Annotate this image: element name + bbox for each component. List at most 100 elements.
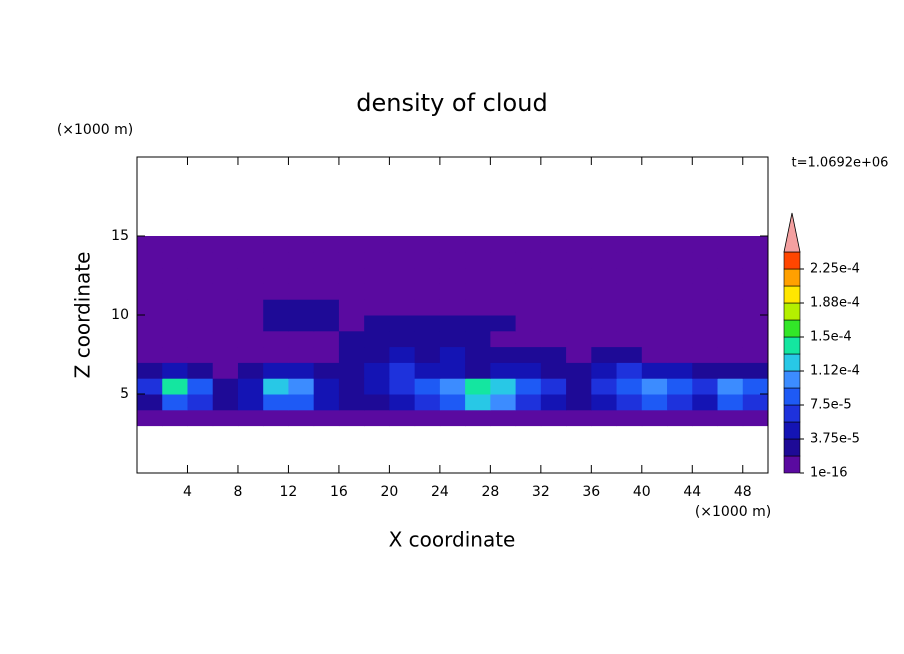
- contour-cell: [313, 315, 340, 332]
- contour-cell: [338, 299, 365, 316]
- contour-cell: [338, 346, 365, 363]
- contour-cell: [237, 283, 264, 300]
- contour-cell: [439, 299, 466, 316]
- contour-cell: [263, 299, 289, 316]
- contour-cell: [667, 299, 693, 316]
- contour-cell: [465, 378, 491, 395]
- contour-cell: [237, 378, 264, 395]
- contour-cell: [263, 362, 289, 379]
- contour-cell: [692, 299, 719, 316]
- contour-cell: [641, 315, 668, 332]
- contour-cell: [263, 283, 289, 300]
- contour-cell: [187, 394, 214, 411]
- contour-cell: [667, 330, 693, 348]
- contour-cell: [591, 283, 618, 300]
- contour-cell: [439, 346, 466, 363]
- contour-cell: [490, 394, 517, 411]
- contour-cell: [364, 267, 390, 284]
- contour-cell: [212, 394, 239, 411]
- contour-cell: [237, 346, 264, 363]
- contour-cell: [288, 299, 315, 316]
- contour-cell: [465, 236, 491, 253]
- contour-cell: [212, 299, 239, 316]
- contour-cell: [465, 299, 491, 316]
- contour-cell: [338, 362, 365, 379]
- contour-cell: [313, 236, 340, 253]
- contour-cell: [237, 251, 264, 269]
- contour-cell: [566, 394, 592, 411]
- contour-cell: [364, 330, 390, 348]
- contour-cell: [414, 394, 441, 411]
- contour-cell: [616, 251, 643, 269]
- contour-cell: [692, 378, 719, 395]
- contour-cell: [616, 362, 643, 379]
- contour-cell: [338, 315, 365, 332]
- contour-cell: [162, 299, 188, 316]
- colorbar-tick-label: 7.5e-5: [810, 398, 852, 413]
- contour-cell: [414, 267, 441, 284]
- contour-cell: [641, 299, 668, 316]
- contour-cell: [566, 378, 592, 395]
- contour-cell: [616, 299, 643, 316]
- contour-cell: [439, 283, 466, 300]
- contour-cell: [288, 267, 315, 284]
- contour-cell: [364, 362, 390, 379]
- contour-cell: [237, 315, 264, 332]
- contour-cell: [515, 394, 542, 411]
- contour-cell: [313, 409, 340, 427]
- contour-cell: [137, 378, 163, 395]
- contour-cell: [667, 267, 693, 284]
- contour-cell: [364, 378, 390, 395]
- contour-cell: [288, 330, 315, 348]
- chart-title: density of cloud: [356, 89, 547, 117]
- contour-cell: [338, 409, 365, 427]
- contour-cell: [187, 299, 214, 316]
- contour-cell: [439, 409, 466, 427]
- contour-cell: [641, 267, 668, 284]
- contour-cell: [212, 267, 239, 284]
- contour-cell: [212, 346, 239, 363]
- contour-cell: [490, 378, 517, 395]
- contour-cell: [137, 394, 163, 411]
- colorbar-tick-label: 1.88e-4: [810, 296, 860, 311]
- contour-cell: [465, 362, 491, 379]
- contour-cell: [389, 251, 416, 269]
- contour-cell: [490, 236, 517, 253]
- contour-cell: [540, 283, 567, 300]
- contour-cell: [490, 346, 517, 363]
- contour-cell: [515, 409, 542, 427]
- contour-cell: [414, 330, 441, 348]
- contour-cell: [237, 299, 264, 316]
- contour-cell: [389, 409, 416, 427]
- contour-cell: [389, 299, 416, 316]
- x-tick-label: 28: [481, 484, 499, 500]
- colorbar-tick-label: 3.75e-5: [810, 432, 860, 447]
- contour-cell: [137, 283, 163, 300]
- colorbar-segment: [783, 251, 801, 270]
- contour-cell: [414, 315, 441, 332]
- x-tick-label: 32: [532, 484, 550, 500]
- contour-cell: [389, 346, 416, 363]
- contour-cell: [540, 394, 567, 411]
- contour-cell: [212, 362, 239, 379]
- contour-cell: [540, 299, 567, 316]
- contour-cell: [717, 267, 744, 284]
- contour-cell: [389, 394, 416, 411]
- contour-cell: [439, 362, 466, 379]
- contour-cell: [162, 283, 188, 300]
- contour-cell: [338, 236, 365, 253]
- contour-cell: [540, 267, 567, 284]
- contour-cell: [566, 346, 592, 363]
- y-tick-label: 10: [111, 307, 129, 323]
- contour-cell: [465, 330, 491, 348]
- contour-cell: [490, 315, 517, 332]
- contour-cell: [616, 315, 643, 332]
- contour-cell: [490, 283, 517, 300]
- contour-cell: [212, 409, 239, 427]
- contour-cell: [591, 378, 618, 395]
- contour-cell: [692, 330, 719, 348]
- contour-cell: [490, 251, 517, 269]
- contour-cell: [162, 330, 188, 348]
- contour-cell: [187, 315, 214, 332]
- contour-cell: [692, 346, 719, 363]
